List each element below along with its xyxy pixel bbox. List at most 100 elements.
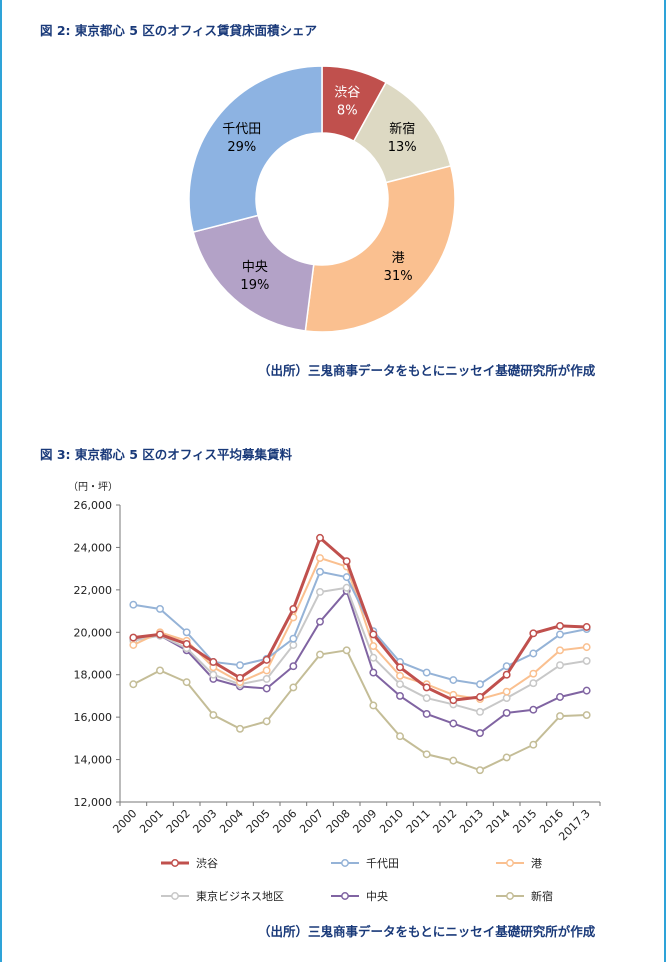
series-0-point-8 — [342, 557, 351, 566]
series-5-point-13 — [476, 766, 484, 775]
series-0-point-3 — [209, 658, 218, 666]
x-tick-label-8: 2008 — [324, 807, 353, 836]
series-line-0 — [133, 535, 587, 702]
series-4-point-17 — [582, 686, 591, 695]
legend-swatch-0 — [161, 859, 189, 867]
series-5-point-6 — [289, 683, 298, 692]
chart2-title: 図 3: 東京都心 5 区のオフィス平均募集賃料 — [40, 447, 293, 462]
series-3-point-14 — [502, 694, 511, 703]
series-5-point-17 — [582, 711, 591, 719]
series-0-point-4 — [236, 673, 244, 682]
chart1-source: （出所）三鬼商事データをもとにニッセイ基礎研究所が作成 — [258, 363, 596, 378]
series-4-point-5 — [262, 684, 271, 693]
series-0-point-15 — [529, 629, 538, 638]
pie-value-3: 19% — [240, 278, 269, 293]
series-5-point-3 — [209, 711, 218, 719]
chart2-source: （出所）三鬼商事データをもとにニッセイ基礎研究所が作成 — [258, 924, 596, 939]
y-tick-label-6: 24,000 — [74, 541, 113, 554]
legend-label-0: 渋谷 — [196, 857, 218, 870]
series-1-point-12 — [449, 676, 458, 684]
x-tick-label-4: 2004 — [217, 807, 246, 836]
series-line-5 — [132, 649, 587, 772]
legend-item-5: 新宿 — [495, 889, 620, 903]
series-4-point-15 — [529, 705, 538, 714]
series-5-point-12 — [449, 756, 458, 765]
series-4-point-6 — [289, 662, 298, 671]
x-tick-label-10: 2010 — [377, 807, 406, 836]
pie-label-4: 千代田 — [222, 122, 261, 137]
legend-swatch-3 — [161, 892, 189, 900]
series-1-point-7 — [316, 567, 324, 576]
chart-legend: 渋谷 千代田 港東京ビジネス地区 中央 新宿 — [160, 856, 620, 903]
series-3-point-7 — [316, 588, 324, 596]
series-2-point-15 — [529, 669, 538, 678]
y-tick-label-7: 26,000 — [74, 499, 113, 512]
legend-label-4: 中央 — [366, 890, 388, 903]
series-1-point-6 — [289, 634, 298, 643]
series-0-point-9 — [369, 630, 378, 639]
series-0-point-6 — [289, 605, 298, 613]
x-tick-label-3: 2003 — [190, 807, 219, 836]
series-3-point-10 — [396, 680, 404, 689]
chart1-title: 図 2: 東京都心 5 区のオフィス賃貸床面積シェア — [40, 23, 318, 38]
series-5-point-15 — [529, 740, 538, 749]
pie-slice-4 — [188, 65, 323, 233]
pie-value-0: 8% — [337, 104, 358, 119]
pie-slice-2 — [304, 165, 456, 333]
series-4-point-11 — [422, 710, 431, 718]
series-0-point-0 — [129, 633, 138, 642]
series-2-point-16 — [556, 646, 564, 655]
x-tick-label-14: 2014 — [484, 807, 513, 836]
series-2-point-5 — [262, 666, 271, 675]
series-0-point-17 — [582, 623, 591, 631]
x-tick-label-11: 2011 — [404, 807, 433, 836]
series-1-point-2 — [182, 628, 191, 637]
series-3-point-6 — [289, 641, 298, 649]
legend-item-0: 渋谷 — [160, 856, 330, 870]
pie-label-2: 港 — [392, 251, 405, 266]
series-1-point-8 — [342, 573, 351, 582]
series-0-point-11 — [422, 683, 431, 692]
x-tick-label-13: 2013 — [457, 807, 486, 836]
series-1-point-0 — [129, 600, 138, 609]
legend-label-5: 新宿 — [531, 890, 553, 903]
y-tick-label-4: 20,000 — [74, 626, 113, 639]
legend-label-1: 千代田 — [366, 857, 399, 870]
legend-item-1: 千代田 — [330, 856, 495, 870]
x-tick-label-1: 2001 — [137, 807, 166, 836]
y-tick-label-0: 12,000 — [74, 796, 113, 809]
pie-value-1: 13% — [388, 140, 417, 155]
series-1-point-13 — [476, 680, 484, 689]
series-0-point-10 — [396, 663, 404, 672]
series-4-point-14 — [502, 708, 511, 717]
x-tick-label-6: 2006 — [270, 807, 299, 836]
series-2-point-7 — [316, 554, 324, 562]
series-1-point-11 — [422, 668, 431, 677]
line-chart: 12,000 14,000 16,000 18,000 20,000 22,000 24,0… — [74, 499, 601, 843]
x-tick-label-0: 2000 — [110, 807, 139, 836]
pie-label-0: 渋谷 — [334, 86, 360, 101]
series-0-point-1 — [156, 630, 164, 639]
x-tick-label-5: 2005 — [244, 807, 273, 836]
legend-swatch-1 — [331, 859, 359, 867]
y-tick-label-1: 14,000 — [74, 754, 113, 767]
series-2-point-17 — [582, 643, 591, 652]
series-line-3 — [133, 586, 587, 713]
legend-swatch-4 — [331, 892, 359, 900]
series-3-point-17 — [582, 656, 591, 665]
series-5-point-0 — [129, 680, 138, 689]
pie-value-2: 31% — [384, 269, 413, 284]
pie-slice-3 — [192, 214, 315, 332]
series-4-point-16 — [556, 693, 564, 701]
series-5-point-10 — [396, 732, 404, 741]
legend-swatch-2 — [496, 859, 524, 867]
pie-label-1: 新宿 — [389, 121, 415, 137]
series-3-point-5 — [262, 675, 271, 683]
legend-item-4: 中央 — [330, 889, 495, 903]
series-4-point-10 — [396, 691, 404, 700]
series-1-point-16 — [556, 630, 564, 639]
series-line-4 — [133, 588, 587, 735]
series-3-point-9 — [369, 653, 378, 662]
series-3-point-16 — [556, 661, 564, 670]
series-1-point-14 — [502, 662, 511, 671]
